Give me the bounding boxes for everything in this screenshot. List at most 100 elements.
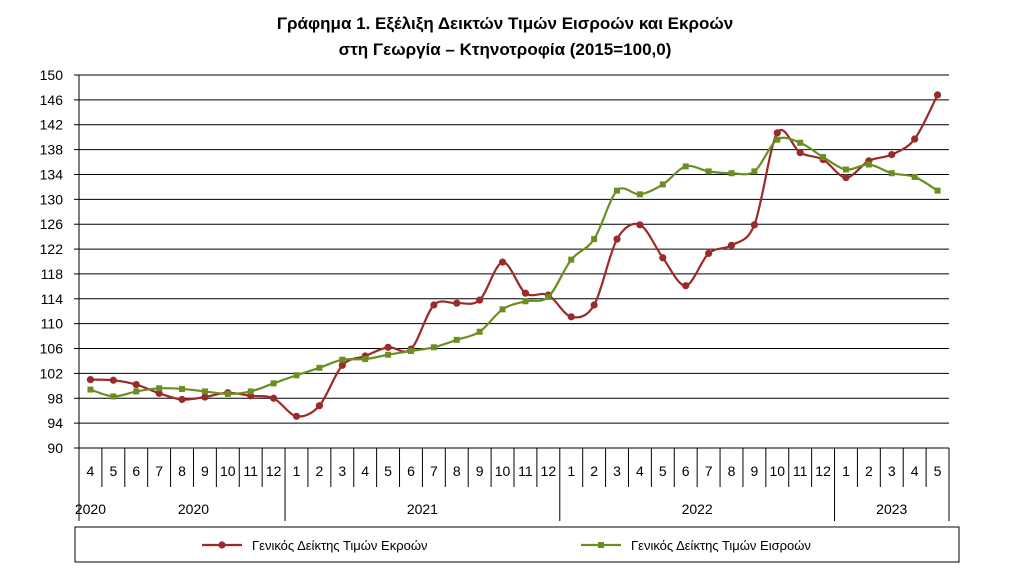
legend-label-outputs: Γενικός Δείκτης Τιμών Εκροών [252, 538, 428, 553]
y-tick-label: 146 [40, 92, 64, 108]
y-tick-label: 102 [40, 365, 64, 381]
data-point-inputs [385, 351, 392, 358]
data-point-outputs [453, 299, 461, 307]
x-tick-label: 5 [384, 463, 392, 479]
data-point-outputs [476, 296, 484, 304]
data-point-outputs [750, 221, 758, 229]
data-point-inputs [888, 170, 895, 177]
data-point-outputs [338, 361, 346, 369]
data-point-inputs [362, 356, 369, 363]
data-point-inputs [659, 181, 666, 188]
data-point-inputs [842, 166, 849, 173]
data-point-outputs [567, 313, 575, 321]
y-tick-label: 130 [40, 191, 64, 207]
chart-title-line2: στη Γεωργία – Κτηνοτροφία (2015=100,0) [339, 40, 672, 59]
data-point-inputs [499, 306, 506, 313]
data-point-outputs [796, 149, 804, 157]
data-point-outputs [109, 376, 117, 384]
data-point-outputs [498, 258, 507, 266]
data-point-inputs [407, 348, 414, 355]
x-tick-label: 1 [842, 463, 850, 479]
data-point-inputs [316, 364, 323, 371]
data-point-outputs [86, 376, 95, 384]
year-label: 2021 [407, 501, 438, 517]
x-tick-label: 9 [750, 463, 758, 479]
x-tick-label: 10 [220, 463, 236, 479]
x-tick-label: 5 [109, 463, 117, 479]
axis-layer: 9094981021061101141181221261301341381421… [40, 67, 950, 521]
x-tick-label: 9 [201, 463, 209, 479]
year-label: 2022 [682, 501, 713, 517]
data-point-outputs [911, 135, 919, 143]
x-tick-label: 8 [728, 463, 736, 479]
data-point-inputs [820, 154, 827, 161]
data-point-outputs [933, 91, 942, 99]
data-point-outputs [315, 402, 323, 410]
y-tick-label: 138 [40, 142, 64, 158]
x-tick-label: 4 [361, 463, 369, 479]
y-tick-label: 98 [47, 390, 63, 406]
data-point-inputs [293, 372, 300, 379]
x-tick-label: 4 [911, 463, 919, 479]
data-point-outputs [590, 301, 598, 309]
data-point-outputs [636, 221, 644, 229]
x-tick-label: 12 [815, 463, 831, 479]
x-tick-label: 9 [476, 463, 484, 479]
x-tick-label: 11 [518, 463, 533, 479]
series-layer [86, 91, 942, 420]
data-point-inputs [156, 385, 163, 392]
data-point-inputs [568, 256, 575, 263]
data-point-outputs [727, 241, 736, 249]
x-tick-label: 10 [770, 463, 786, 479]
x-tick-label: 3 [338, 463, 346, 479]
data-point-inputs [476, 328, 483, 335]
data-point-outputs [888, 150, 896, 159]
x-tick-label: 8 [178, 463, 186, 479]
y-tick-label: 122 [40, 241, 64, 257]
x-tick-label: 6 [682, 463, 690, 479]
year-label: 2020 [75, 501, 106, 517]
x-tick-label: 2 [865, 463, 873, 479]
x-tick-label: 7 [705, 463, 713, 479]
series-line-outputs [90, 94, 939, 418]
y-tick-label: 90 [47, 440, 63, 456]
x-tick-label: 2 [315, 463, 323, 479]
data-point-inputs [87, 386, 94, 393]
data-point-outputs [705, 249, 713, 258]
data-point-outputs [682, 282, 690, 290]
year-label: 2023 [876, 501, 907, 517]
series-line-inputs [90, 136, 939, 398]
data-point-inputs [110, 393, 117, 400]
x-tick-label: 11 [243, 463, 258, 479]
data-point-inputs [179, 385, 186, 392]
y-tick-label: 126 [40, 216, 64, 232]
x-tick-label: 11 [793, 463, 808, 479]
x-tick-label: 6 [407, 463, 415, 479]
x-tick-label: 4 [636, 463, 644, 479]
x-tick-label: 5 [934, 463, 942, 479]
y-tick-label: 94 [47, 415, 63, 431]
data-point-inputs [911, 173, 918, 180]
data-point-inputs [636, 191, 643, 198]
x-tick-label: 3 [888, 463, 896, 479]
data-point-inputs [339, 356, 346, 363]
x-tick-label: 12 [541, 463, 557, 479]
x-tick-label: 5 [659, 463, 667, 479]
data-point-inputs [865, 161, 872, 168]
y-tick-label: 106 [40, 341, 64, 357]
data-point-outputs [430, 301, 438, 309]
x-tick-label: 7 [155, 463, 163, 479]
data-point-inputs [774, 136, 781, 143]
data-point-inputs [728, 170, 735, 177]
data-point-inputs [545, 293, 552, 300]
legend-marker [218, 541, 226, 549]
data-point-outputs [659, 254, 667, 262]
data-point-outputs [270, 394, 278, 402]
y-tick-label: 134 [40, 166, 64, 182]
x-tick-label: 4 [87, 463, 95, 479]
x-tick-label: 2 [590, 463, 598, 479]
data-point-outputs [201, 393, 209, 401]
data-point-inputs [797, 139, 804, 146]
data-point-inputs [614, 187, 621, 194]
x-tick-label: 10 [495, 463, 511, 479]
